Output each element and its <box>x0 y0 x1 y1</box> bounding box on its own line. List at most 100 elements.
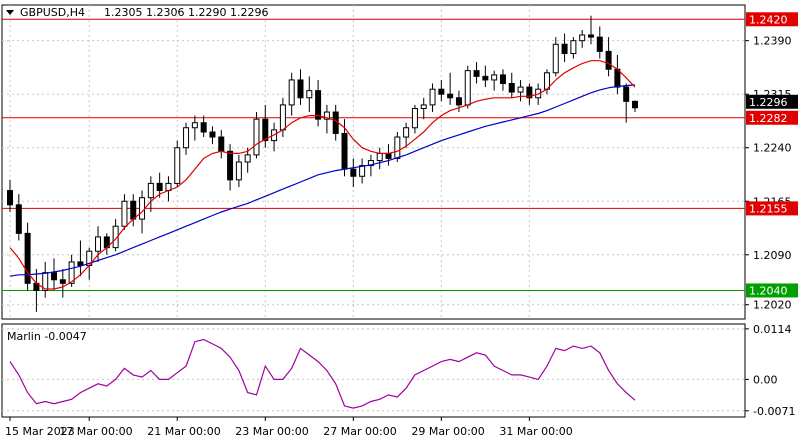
grid <box>2 5 745 412</box>
candle-body <box>350 168 357 177</box>
current-price-label: 1.2296 <box>749 96 788 109</box>
candle-body <box>253 118 260 156</box>
candle-body <box>552 43 559 74</box>
time-tick-label: 23 Mar 00:00 <box>235 425 308 438</box>
level-tag-label: 1.2040 <box>749 284 788 297</box>
candle-body <box>570 40 577 55</box>
candle-body <box>59 279 66 284</box>
level-tag-label: 1.2155 <box>749 202 788 215</box>
candle-body <box>235 161 242 181</box>
candle-body <box>429 88 436 106</box>
oscillator-tick-label: -0.0071 <box>753 405 795 418</box>
candle-body <box>139 197 146 220</box>
candle-body <box>376 152 383 162</box>
candle-body <box>367 160 374 167</box>
price-tick-label: 1.2240 <box>753 142 792 155</box>
candle-body <box>121 200 128 227</box>
time-tick-label: 15 Mar 2023 <box>5 425 75 438</box>
candle-body <box>15 204 22 234</box>
candle-body <box>508 83 515 93</box>
level-tag-box <box>746 283 798 298</box>
candle-body <box>51 272 58 281</box>
oscillator-axis: 0.0114 0.00 -0.0071 <box>745 323 795 418</box>
candle-body <box>297 79 304 99</box>
candle-body <box>191 122 198 129</box>
candle-body <box>482 75 489 81</box>
level-tag-label: 1.2282 <box>749 112 788 125</box>
candle-body <box>24 232 31 284</box>
symbol-label: GBPUSD,H4 <box>20 6 85 19</box>
current-price-box <box>746 94 798 109</box>
candle-body <box>464 70 471 106</box>
candle-body <box>526 86 533 99</box>
time-tick-label: 21 Mar 00:00 <box>147 425 220 438</box>
candle-body <box>420 104 427 109</box>
candle-body <box>183 127 190 149</box>
candle-body <box>174 147 181 184</box>
candle-body <box>447 93 454 99</box>
candle-body <box>288 79 295 106</box>
candle-body <box>323 111 330 120</box>
candle-body <box>535 88 542 99</box>
candle-body <box>156 182 163 192</box>
candle-body <box>68 261 75 284</box>
time-tick-label: 27 Mar 00:00 <box>323 425 396 438</box>
candle-body <box>632 100 638 109</box>
candle-body <box>209 131 216 138</box>
candle-body <box>596 36 603 52</box>
candle-body <box>7 190 13 206</box>
candle-body <box>579 34 586 42</box>
candle-body <box>517 86 524 93</box>
collapse-triangle-icon[interactable] <box>6 10 14 15</box>
candle-body <box>561 43 568 55</box>
candle-body <box>587 34 594 38</box>
candle-body <box>359 165 366 177</box>
time-tick-label: 17 Mar 00:00 <box>59 425 132 438</box>
candle-body <box>385 152 392 159</box>
oscillator-tick-label: 0.00 <box>753 373 778 386</box>
candle-body <box>394 136 401 159</box>
slow-moving-average-line <box>9 84 636 277</box>
price-tick-label: 1.2090 <box>753 249 792 262</box>
time-tick-label: 31 Mar 00:00 <box>499 425 572 438</box>
fast-moving-average-line <box>9 60 636 290</box>
candle-body <box>614 68 621 88</box>
candle-body <box>491 74 498 81</box>
candle-body <box>279 104 286 131</box>
level-tag-box <box>746 201 798 216</box>
level-tag-box <box>746 12 798 27</box>
candle-body <box>200 122 207 133</box>
candle-body <box>315 90 322 120</box>
ohlc-values: 1.2305 1.2306 1.2290 1.2296 <box>104 6 268 19</box>
candle-body <box>403 127 410 138</box>
candle-body <box>77 261 84 266</box>
candle-body <box>218 136 225 152</box>
candle-body <box>147 182 154 199</box>
candle-body <box>112 225 119 249</box>
horizontal-levels <box>2 18 745 291</box>
candle-body <box>306 90 313 99</box>
oscillator-tick-label: 0.0114 <box>753 323 792 336</box>
level-tag-box <box>746 110 798 125</box>
candle-body <box>262 118 269 142</box>
candle-body <box>499 74 506 84</box>
candle-body <box>95 236 102 252</box>
candle-body <box>623 86 630 102</box>
candle-body <box>605 50 612 70</box>
indicator-name: Marlin -0.0047 <box>7 330 87 343</box>
indicator-frame <box>1 323 746 418</box>
price-tick-label: 1.2020 <box>753 299 792 312</box>
price-tick-label: 1.2390 <box>753 35 792 48</box>
candle-body <box>455 97 462 106</box>
candle-body <box>244 154 251 163</box>
level-tags: 1.2420 1.2282 1.2155 1.2040 1.2296 <box>746 12 798 298</box>
candle-body <box>42 272 49 291</box>
candle-body <box>411 107 418 129</box>
level-tag-label: 1.2420 <box>749 13 788 26</box>
time-tick-label: 29 Mar 00:00 <box>411 425 484 438</box>
candle-body <box>130 200 137 220</box>
candle-body <box>473 70 480 77</box>
